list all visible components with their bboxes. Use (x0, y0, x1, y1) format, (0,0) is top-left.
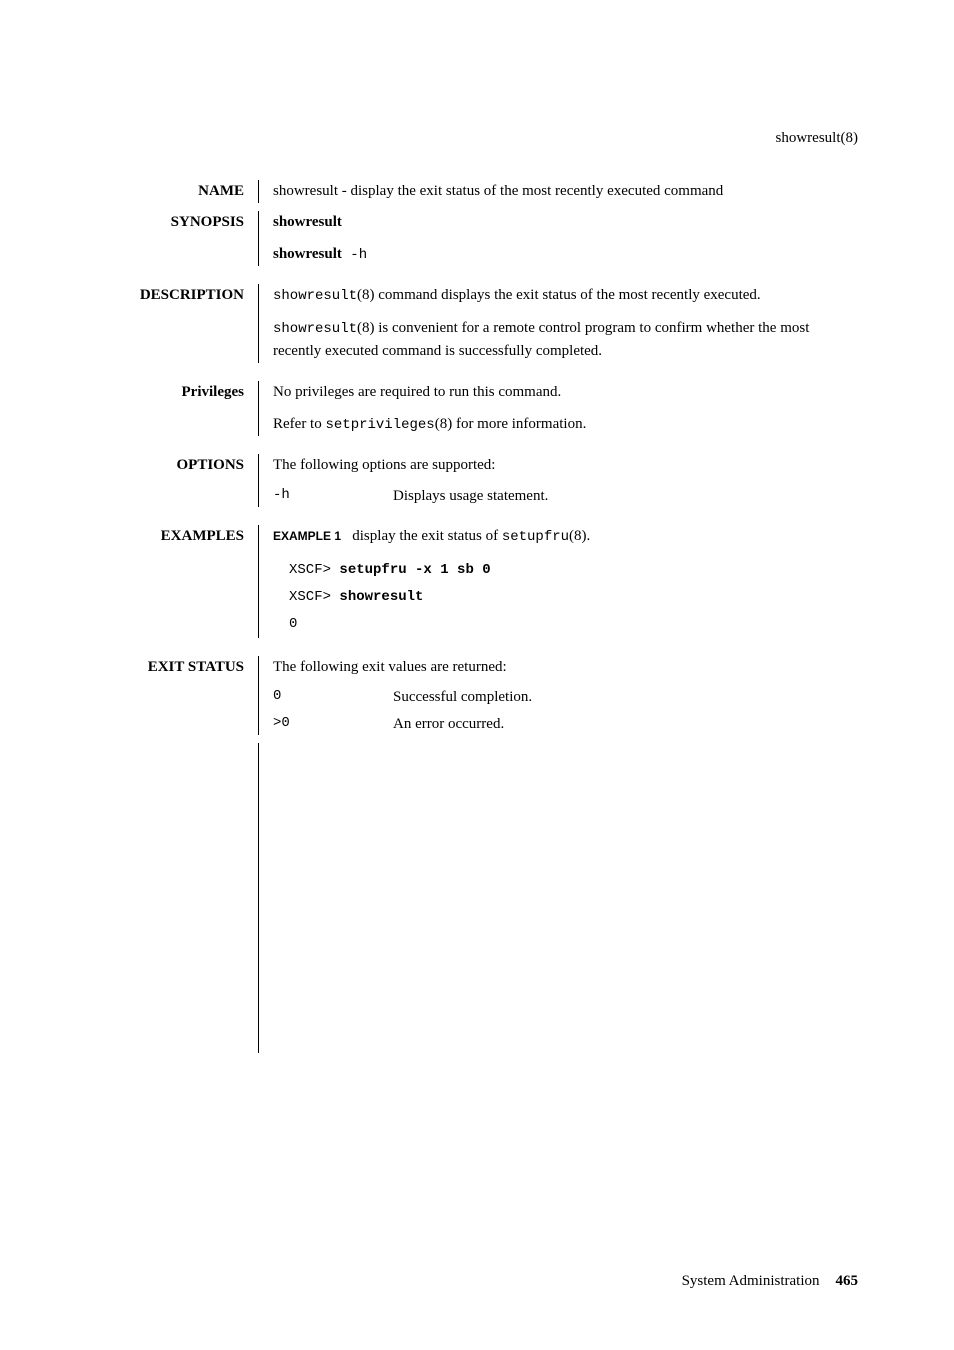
exit-val-0: Successful completion. (393, 686, 858, 709)
name-section: NAME showresult - display the exit statu… (96, 180, 858, 203)
synopsis-line2-cmd: showresult (273, 246, 342, 262)
priv-line2-cmd: setprivileges (325, 417, 434, 433)
exit-row: 0 Successful completion. (273, 686, 858, 709)
privileges-section: Privileges No privileges are required to… (96, 381, 858, 437)
page-footer: System Administration 465 (682, 1273, 858, 1290)
exit-status-section: EXIT STATUS The following exit values ar… (96, 656, 858, 736)
ex-l3: 0 (289, 616, 297, 632)
desc-p1-text: (8) command displays the exit status of … (357, 287, 761, 303)
privileges-label: Privileges (96, 381, 258, 404)
footer-text: System Administration (682, 1273, 820, 1289)
priv-line2-pre: Refer to (273, 416, 325, 432)
options-label: OPTIONS (96, 454, 258, 477)
content-area: NAME showresult - display the exit statu… (96, 180, 858, 1053)
priv-line2-post: (8) for more information. (435, 416, 587, 432)
description-body: showresult(8) command displays the exit … (258, 284, 858, 363)
options-intro: The following options are supported: (273, 454, 858, 477)
synopsis-label: SYNOPSIS (96, 211, 258, 234)
description-label: DESCRIPTION (96, 284, 258, 307)
examples-body: EXAMPLE 1 display the exit status of set… (258, 525, 858, 638)
synopsis-body: showresult showresult -h (258, 211, 858, 267)
synopsis-section: SYNOPSIS showresult showresult -h (96, 211, 858, 267)
exit-status-label: EXIT STATUS (96, 656, 258, 679)
ex-l2-prompt: XSCF> (289, 589, 339, 605)
exit-key-0: 0 (273, 686, 393, 709)
man-page: showresult(8) NAME showresult - display … (0, 0, 954, 1350)
example-text-pre: display the exit status of (352, 528, 502, 544)
ex-l1-cmd: setupfru -x 1 sb 0 (339, 562, 490, 578)
options-body: The following options are supported: -h … (258, 454, 858, 507)
exit-val-1: An error occurred. (393, 713, 858, 736)
option-val: Displays usage statement. (393, 485, 858, 508)
example-number: EXAMPLE 1 (273, 529, 341, 543)
example-text-cmd: setupfru (502, 529, 569, 545)
examples-section: EXAMPLES EXAMPLE 1 display the exit stat… (96, 525, 858, 638)
privileges-body: No privileges are required to run this c… (258, 381, 858, 437)
synopsis-line1: showresult (273, 214, 342, 230)
example-code-block: XSCF> setupfru -x 1 sb 0 XSCF> showresul… (289, 556, 858, 638)
name-label: NAME (96, 180, 258, 203)
examples-label: EXAMPLES (96, 525, 258, 548)
priv-line1: No privileges are required to run this c… (273, 381, 858, 404)
exit-status-body: The following exit values are returned: … (258, 656, 858, 736)
ex-l1-prompt: XSCF> (289, 562, 339, 578)
synopsis-line2-opt: -h (342, 247, 367, 263)
example-text-post: (8). (569, 528, 590, 544)
desc-p1-cmd: showresult (273, 288, 357, 304)
ex-l2-cmd: showresult (339, 589, 423, 605)
header-page-id: showresult(8) (776, 130, 859, 147)
options-section: OPTIONS The following options are suppor… (96, 454, 858, 507)
desc-p2-cmd: showresult (273, 321, 357, 337)
option-row: -h Displays usage statement. (273, 485, 858, 508)
vertical-rule-extension (258, 743, 858, 1053)
footer-page-number: 465 (836, 1273, 859, 1289)
name-text: showresult - display the exit status of … (258, 180, 858, 203)
exit-row: >0 An error occurred. (273, 713, 858, 736)
exit-status-intro: The following exit values are returned: (273, 656, 858, 679)
exit-key-1: >0 (273, 713, 393, 736)
option-key: -h (273, 485, 393, 508)
description-section: DESCRIPTION showresult(8) command displa… (96, 284, 858, 363)
